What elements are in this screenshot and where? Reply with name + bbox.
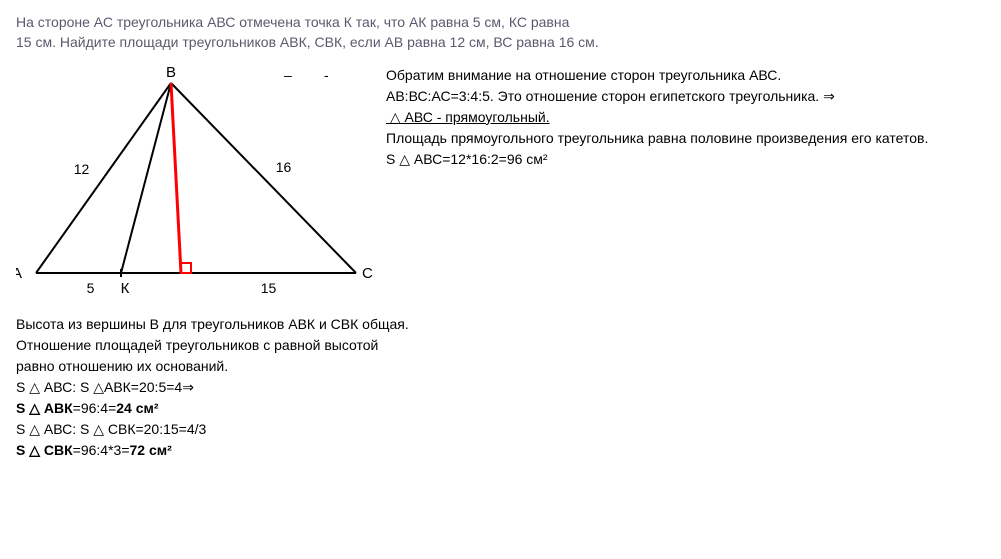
problem-line1: На стороне АС треугольника АВС отмечена … bbox=[16, 14, 569, 30]
svg-text:A: A bbox=[16, 265, 22, 282]
triangle-svg: A B C К 12 16 5 15 bbox=[16, 63, 376, 308]
exp-l5: S △ АВС=12*16:2=96 см² bbox=[386, 151, 548, 167]
explanation-right: Обратим внимание на отношение сторон тре… bbox=[386, 63, 985, 170]
low-l7c: 72 см² bbox=[130, 442, 172, 458]
low-l7b: =96:4*3= bbox=[73, 442, 130, 458]
low-l7a: S △ СВК bbox=[16, 442, 73, 458]
exp-l3: △ АВС - прямоугольный. bbox=[386, 109, 550, 125]
low-l4: S △ АВС: S △АВК=20:5=4⇒ bbox=[16, 379, 194, 395]
lower-block: Высота из вершины В для треугольников АВ… bbox=[16, 314, 985, 461]
svg-text:5: 5 bbox=[87, 280, 95, 296]
svg-text:16: 16 bbox=[276, 159, 292, 175]
svg-text:К: К bbox=[121, 280, 130, 297]
problem-line2: 15 см. Найдите площади треугольников АВК… bbox=[16, 34, 599, 50]
triangle-figure: – - A B C К 12 16 5 15 bbox=[16, 63, 376, 308]
exp-l1: Обратим внимание на отношение сторон тре… bbox=[386, 67, 781, 83]
low-l5c: 24 см² bbox=[116, 400, 158, 416]
low-l2: Отношение площадей треугольников с равно… bbox=[16, 337, 378, 353]
middle-row: – - A B C К 12 16 5 15 Обратим внимание на отно… bbox=[16, 63, 985, 308]
svg-text:15: 15 bbox=[261, 280, 277, 296]
low-l5b: =96:4= bbox=[73, 400, 117, 416]
low-l6: S △ АВС: S △ СВК=20:15=4/3 bbox=[16, 421, 206, 437]
low-l1: Высота из вершины В для треугольников АВ… bbox=[16, 316, 409, 332]
svg-text:12: 12 bbox=[74, 161, 90, 177]
low-l3: равно отношению их оснований. bbox=[16, 358, 228, 374]
exp-l4: Площадь прямоугольного треугольника равн… bbox=[386, 130, 928, 146]
exp-l2: АВ:ВС:АС=3:4:5. Это отношение сторон еги… bbox=[386, 88, 835, 104]
svg-text:C: C bbox=[362, 265, 373, 282]
dash-mark-2: - bbox=[324, 67, 329, 83]
low-l5a: S △ АВК bbox=[16, 400, 73, 416]
svg-text:B: B bbox=[166, 64, 176, 81]
problem-statement: На стороне АС треугольника АВС отмечена … bbox=[16, 12, 985, 53]
dash-mark: – bbox=[284, 67, 292, 83]
